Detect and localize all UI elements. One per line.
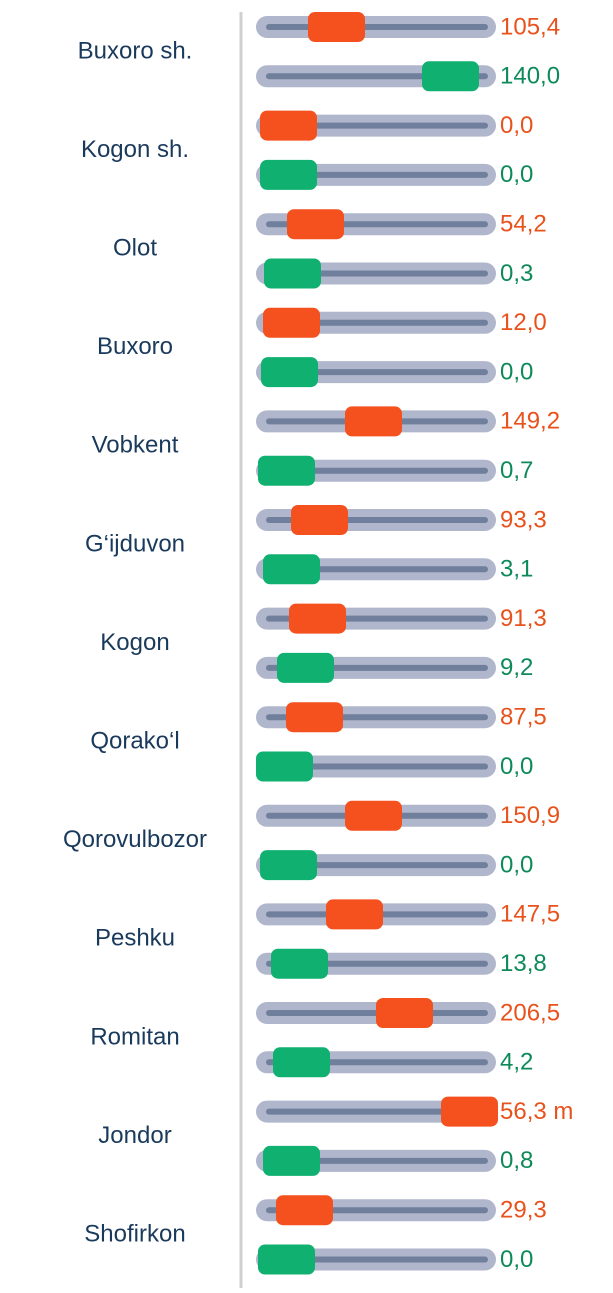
slider-knob	[264, 258, 321, 289]
district-label: Vobkent	[92, 432, 179, 459]
slider-line	[266, 1108, 488, 1115]
value-label: 150,9	[500, 802, 560, 829]
value-label: 4,2	[500, 1049, 533, 1076]
district-label: Jondor	[98, 1122, 171, 1149]
slider-knob	[277, 652, 334, 683]
district-label: G‘ijduvon	[85, 530, 185, 557]
slider-knob	[345, 406, 402, 437]
slider-knob	[286, 702, 343, 733]
value-label: 206,5	[500, 999, 560, 1026]
value-label: 147,5	[500, 901, 560, 928]
value-label: 93,3	[500, 506, 547, 533]
value-label: 56,3 m	[500, 1098, 573, 1125]
slider-knob	[258, 455, 315, 486]
value-label: 140,0	[500, 63, 560, 90]
value-label: 0,8	[500, 1147, 533, 1174]
value-label: 0,3	[500, 260, 533, 287]
slider-knob	[276, 1195, 333, 1226]
district-label: Buxoro	[97, 333, 173, 360]
slider-line	[266, 171, 488, 178]
slider-line	[266, 862, 488, 869]
slider-line	[266, 566, 488, 573]
slider-knob	[260, 850, 317, 881]
value-label: 0,0	[500, 161, 533, 188]
slider-knob	[422, 61, 479, 92]
value-label: 105,4	[500, 13, 560, 40]
value-label: 87,5	[500, 704, 547, 731]
slider-knob	[345, 800, 402, 831]
district-label: Shofirkon	[84, 1221, 185, 1248]
slider-knob	[441, 1096, 498, 1127]
slider-knob	[260, 159, 317, 190]
slider-knob	[308, 12, 365, 42]
slider-line	[266, 369, 488, 376]
slider-knob	[376, 998, 433, 1028]
value-label: 149,2	[500, 408, 560, 435]
slider-knob	[287, 209, 344, 240]
district-label: Romitan	[90, 1023, 179, 1050]
value-label: 29,3	[500, 1197, 547, 1224]
value-label: 0,0	[500, 753, 533, 780]
value-label: 13,8	[500, 950, 547, 977]
slider-knob	[326, 899, 383, 930]
slider-knob	[260, 110, 317, 141]
slider-line	[266, 24, 488, 30]
slider-knob	[291, 505, 348, 535]
value-label: 0,0	[500, 358, 533, 385]
slider-line	[266, 122, 488, 129]
slider-line	[266, 763, 488, 770]
district-label: Qorovulbozor	[63, 826, 207, 853]
slider-line	[266, 319, 488, 326]
value-label: 0,7	[500, 457, 533, 484]
slider-knob	[256, 751, 313, 782]
district-label: Kogon	[100, 629, 169, 656]
slider-knob	[261, 357, 318, 388]
value-label: 3,1	[500, 556, 533, 583]
district-label: Olot	[113, 235, 157, 262]
value-label: 54,2	[500, 211, 547, 238]
slider-knob	[273, 1047, 330, 1078]
district-label: Peshku	[95, 925, 175, 952]
value-label: 0,0	[500, 851, 533, 878]
slider-knob	[289, 603, 346, 634]
slider-knob	[263, 1145, 320, 1176]
district-label: Buxoro sh.	[78, 37, 193, 64]
value-label: 0,0	[500, 1246, 533, 1273]
value-label: 0,0	[500, 112, 533, 139]
district-label: Kogon sh.	[81, 136, 189, 163]
value-label: 9,2	[500, 654, 533, 681]
slider-knob	[271, 948, 328, 979]
value-label: 12,0	[500, 309, 547, 336]
value-label: 91,3	[500, 605, 547, 632]
slider-line	[266, 467, 488, 474]
slider-line	[266, 1256, 488, 1263]
slider-line	[266, 1157, 488, 1164]
slider-knob	[258, 1244, 315, 1275]
district-label: Qorako‘l	[90, 728, 179, 755]
slider-knob	[263, 307, 320, 338]
slider-knob	[263, 554, 320, 585]
slider-line	[266, 270, 488, 277]
